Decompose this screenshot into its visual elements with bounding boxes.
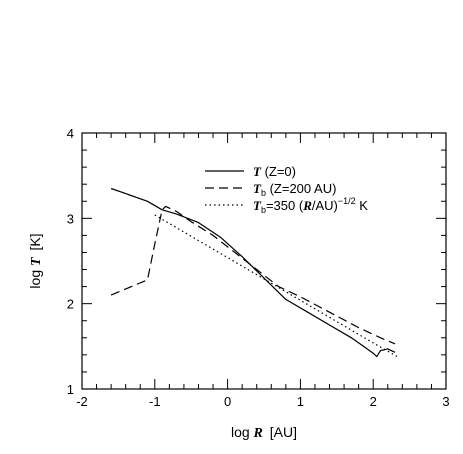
legend: T (Z=0) Tb (Z=200 AU) Tb=350 (R/AU)−1/2 …: [205, 164, 368, 215]
series-line-solid: [110, 187, 396, 358]
x-tick-label: 1: [297, 394, 304, 409]
y-tick-label: 1: [67, 382, 74, 397]
x-tick-label: 2: [370, 394, 377, 409]
x-axis-label: log R [AU]: [231, 424, 297, 441]
y-tick-label: 4: [67, 126, 74, 141]
x-tick-labels: -2 -1 0 1 2 3: [76, 394, 449, 409]
legend-label-3: Tb=350 (R/AU)−1/2 K: [253, 196, 368, 215]
y-tick-labels: 1 2 3 4: [67, 126, 74, 397]
legend-label-1: T (Z=0): [253, 164, 296, 179]
series-line-dotted: [154, 214, 398, 358]
series-group: [110, 187, 398, 358]
x-tick-label: 0: [224, 394, 231, 409]
series-line-dashed: [110, 205, 396, 345]
y-tick-label: 3: [67, 211, 74, 226]
plot-frame: [81, 132, 447, 390]
y-tick-label: 2: [67, 297, 74, 312]
y-axis-label: log T [K]: [27, 233, 44, 288]
x-tick-label: -2: [76, 394, 88, 409]
x-tick-label: -1: [149, 394, 161, 409]
axis-ticks: [81, 132, 447, 390]
x-tick-label: 3: [442, 394, 449, 409]
legend-label-2: Tb (Z=200 AU): [253, 181, 336, 198]
